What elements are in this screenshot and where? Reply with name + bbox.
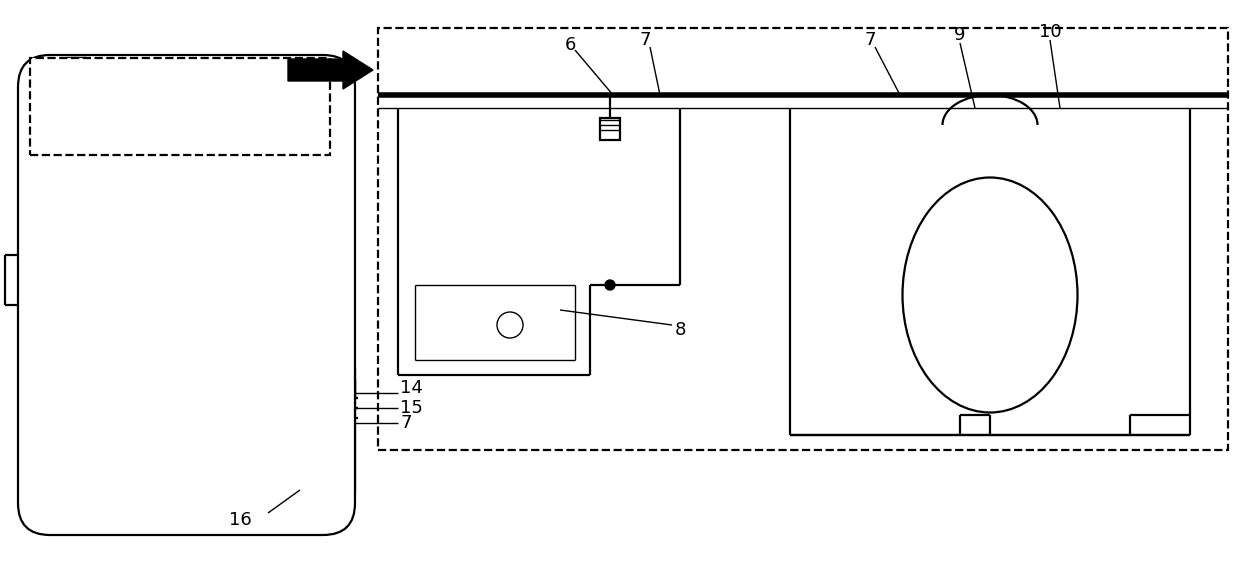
Bar xyxy=(48,65,143,145)
Text: 9: 9 xyxy=(955,26,966,44)
Text: 6: 6 xyxy=(564,36,575,54)
Text: 15: 15 xyxy=(401,399,423,417)
Text: 7: 7 xyxy=(401,414,412,432)
Bar xyxy=(600,118,620,140)
Bar xyxy=(30,58,330,155)
FancyArrow shape xyxy=(288,51,373,89)
Text: 14: 14 xyxy=(401,379,423,397)
Text: 7: 7 xyxy=(640,31,651,49)
Bar xyxy=(224,370,355,490)
Bar xyxy=(378,28,1228,450)
Text: 16: 16 xyxy=(228,511,252,529)
FancyBboxPatch shape xyxy=(19,55,355,535)
Circle shape xyxy=(605,280,615,290)
Text: 7: 7 xyxy=(864,31,875,49)
Circle shape xyxy=(208,106,216,114)
Ellipse shape xyxy=(903,178,1078,413)
Bar xyxy=(167,65,255,145)
Text: 8: 8 xyxy=(675,321,686,339)
Text: 10: 10 xyxy=(1039,23,1061,41)
